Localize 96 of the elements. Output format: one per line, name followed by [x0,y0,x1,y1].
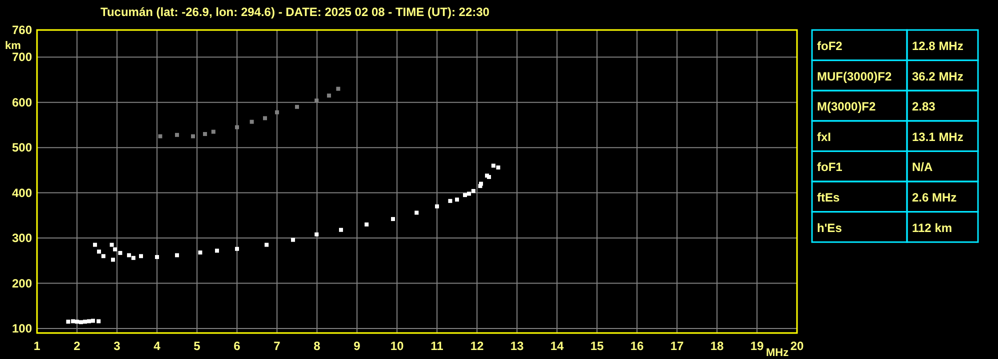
point [291,238,295,242]
point [435,204,439,208]
x-tick-label: 4 [154,339,161,353]
point [496,165,500,170]
point [110,242,114,247]
point [491,164,496,168]
x-tick-label: 14 [550,339,564,353]
point [118,250,122,255]
y-tick-label: 300 [12,231,32,246]
y-tick-label: 600 [12,95,32,110]
point [275,110,279,114]
point [83,320,87,324]
text: 13.1 MHz [912,130,964,144]
point [131,256,136,260]
point [111,258,115,262]
point [314,232,319,236]
x-tick-label: 8 [314,339,321,353]
point [263,116,267,120]
point [175,253,179,258]
x-tick-label: 6 [234,339,241,353]
point [448,198,452,203]
y-tick-label: 400 [12,186,32,200]
x-tick-label: 16 [630,339,644,353]
point [336,86,340,91]
x-tick-label: 12 [470,339,484,353]
text: 12.8 MHz [912,39,964,53]
point [97,250,101,254]
y-axis-title: km [5,40,22,52]
point [250,120,254,124]
category-label: fxI [817,130,832,144]
text: N/A [912,160,933,174]
point [364,222,369,226]
point [391,217,395,222]
point [463,193,467,198]
category-label: M(3000)F2 [817,100,876,114]
x-tick-label: 11 [430,339,444,353]
point [87,319,91,324]
point [96,319,101,324]
point [295,104,299,109]
category-label: ftEs [817,190,840,204]
text: 2.6 MHz [912,190,957,204]
text: 36.2 MHz [912,69,964,84]
chart-title: Tucumán (lat: -26.9, lon: 294.6) - DATE: 2025 02 08 - TIME (UT): 22:30 [100,5,490,19]
point [155,255,159,260]
x-tick-label: 2 [74,339,81,353]
text: 2.83 [912,100,936,114]
category-label: MUF(3000)F2 [817,69,892,84]
point [339,228,343,232]
x-tick-label: 9 [354,339,361,353]
point [101,254,106,258]
x-tick-label: 1 [34,339,41,353]
x-tick-label: 3 [114,339,121,353]
x-tick-label: 7 [274,339,281,353]
category-label: h'Es [817,220,842,235]
point [235,246,239,251]
x-tick-label: 17 [670,339,684,353]
y-tick-label: 100 [12,321,32,336]
category-label: foF2 [817,39,843,53]
y-tick-label: 500 [12,140,32,155]
point [175,132,179,137]
point [91,318,95,323]
point [127,253,131,258]
point [203,132,207,136]
x-tick-label: 19 [750,339,764,353]
point [75,320,79,324]
point [235,125,239,130]
point [471,188,476,193]
x-tick-label: 5 [194,339,201,353]
point [66,320,70,324]
point [211,130,216,134]
point [79,320,83,324]
point [264,242,269,247]
point [139,254,143,258]
x-tick-label: 18 [710,339,724,353]
x-tick-label: 20 [790,339,804,353]
y-tick-label: 700 [12,50,32,64]
point [478,184,482,188]
x-tick-label: 13 [510,339,524,353]
x-tick-label: 10 [390,339,404,353]
point [71,319,75,324]
category-label: foF1 [817,160,843,174]
point [215,248,219,253]
point [113,247,117,252]
x-axis-title: MHz [766,347,790,359]
y-tick-label: 200 [12,276,32,290]
text: 112 km [912,220,952,235]
point [93,242,97,247]
point [198,250,202,254]
point [327,94,331,98]
point [158,134,162,138]
point [191,134,195,138]
point [414,210,419,215]
x-tick-label: 15 [590,339,604,353]
y-tick-label: 760 [12,23,32,37]
point [467,192,471,196]
point [455,198,459,202]
